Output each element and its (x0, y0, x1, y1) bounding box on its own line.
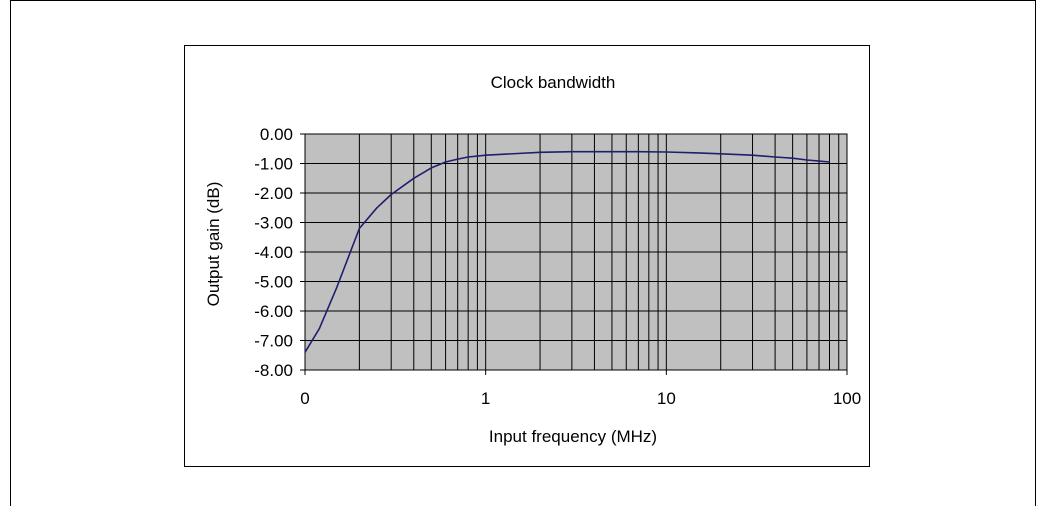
chart-container: Clock bandwidth 0.00 -1.00 -2.00 -3.00 -4.00… (184, 45, 870, 467)
series-line (304, 150, 830, 353)
x-tick-label: 10 (657, 389, 676, 408)
y-tick-label: -8.00 (254, 361, 293, 380)
y-tick-label: -1.00 (254, 155, 293, 174)
y-tick-label: -3.00 (254, 214, 293, 233)
x-axis-label: Input frequency (MHz) (489, 427, 657, 446)
y-tick-label: -5.00 (254, 273, 293, 292)
chart: Clock bandwidth 0.00 -1.00 -2.00 -3.00 -4.00… (204, 73, 861, 446)
y-tick-label: 0.00 (260, 125, 293, 144)
chart-title: Clock bandwidth (491, 73, 616, 92)
y-tick-label: -2.00 (254, 184, 293, 203)
x-tick-label: 0 (300, 389, 309, 408)
y-tick-label: -4.00 (254, 243, 293, 262)
x-tick-label: 100 (833, 389, 861, 408)
y-tick-label: -7.00 (254, 332, 293, 351)
plot-area: 0.00 -1.00 -2.00 -3.00 -4.00 -5.00 -6.00 -7.00 -… (254, 125, 861, 408)
y-tick-label: -6.00 (254, 302, 293, 321)
x-tick-label: 1 (481, 389, 490, 408)
y-axis-label: Output gain (dB) (204, 182, 223, 307)
page-frame: Clock bandwidth 0.00 -1.00 -2.00 -3.00 -4.00… (10, 0, 1036, 506)
